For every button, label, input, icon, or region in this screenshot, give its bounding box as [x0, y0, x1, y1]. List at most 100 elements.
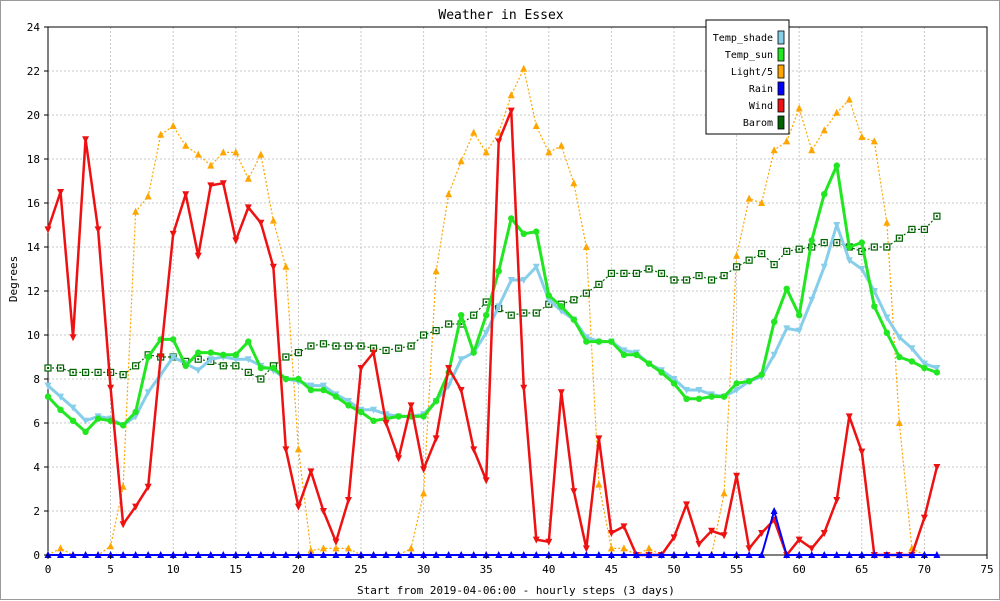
data-point-temp-sun — [420, 413, 427, 420]
data-point-rain — [395, 551, 403, 558]
data-point-wind — [745, 545, 753, 553]
data-point-temp-shade — [319, 382, 327, 390]
data-point-temp-sun — [558, 303, 565, 310]
data-point-temp-sun — [282, 375, 290, 383]
data-point-temp-sun — [345, 402, 352, 409]
x-tick-label: 0 — [45, 563, 52, 576]
data-point-temp-shade — [695, 387, 703, 394]
data-point-wind — [157, 354, 165, 361]
data-point-temp-shade — [144, 389, 152, 397]
data-point-temp-shade — [783, 325, 791, 333]
data-point-temp-sun — [733, 380, 740, 387]
legend: Temp_shade Temp_sun Light/5 Rain Wind Barom — [705, 19, 790, 135]
data-point-light-5 — [520, 64, 528, 72]
data-point-temp-sun — [220, 351, 227, 358]
data-point-rain — [783, 551, 791, 558]
x-tick-label: 55 — [730, 563, 743, 576]
data-point-rain — [758, 551, 766, 558]
legend-swatch — [777, 30, 785, 45]
x-tick-label: 35 — [480, 563, 493, 576]
data-point-light-5 — [269, 216, 277, 224]
data-point-light-5 — [344, 544, 352, 552]
legend-label: Light/5 — [731, 67, 773, 78]
x-tick-label: 70 — [918, 563, 931, 576]
data-point-rain — [119, 551, 127, 558]
data-point-light-5 — [420, 489, 428, 497]
data-point-wind — [269, 263, 277, 271]
data-point-rain — [332, 551, 340, 558]
data-point-light-5 — [795, 104, 803, 112]
data-point-rain — [545, 551, 553, 558]
data-point-wind — [482, 477, 490, 485]
data-point-wind — [833, 497, 841, 504]
data-point-wind — [219, 180, 227, 188]
data-point-light-5 — [169, 122, 177, 129]
x-tick-label: 75 — [980, 563, 993, 576]
data-point-temp-sun — [44, 393, 52, 400]
data-point-wind — [44, 226, 52, 234]
data-point-wind — [344, 497, 352, 504]
data-point-rain — [607, 551, 615, 558]
data-point-light-5 — [595, 480, 603, 488]
data-point-temp-sun — [270, 364, 277, 372]
data-point-rain — [845, 551, 853, 558]
data-point-wind — [144, 483, 152, 491]
data-point-temp-sun — [307, 386, 315, 394]
data-point-wind — [933, 464, 941, 471]
data-point-rain — [232, 551, 240, 558]
data-point-temp-sun — [57, 406, 64, 413]
data-point-temp-sun — [495, 268, 502, 275]
data-point-temp-shade — [933, 365, 941, 372]
axes-layer: 0 5 10 15 20 25 30 35 40 45 50 55 60 65 70 750246810121… — [27, 21, 994, 576]
data-point-rain — [132, 551, 140, 558]
data-point-temp-shade — [833, 222, 841, 229]
data-point-wind — [532, 536, 540, 544]
data-point-rain — [219, 551, 227, 558]
data-point-temp-shade — [820, 263, 828, 271]
data-point-wind — [382, 420, 390, 427]
data-point-temp-sun — [257, 364, 265, 372]
data-point-wind — [858, 448, 866, 456]
data-point-rain — [670, 551, 678, 558]
data-point-light-5 — [507, 91, 515, 99]
y-tick-label: 22 — [27, 65, 40, 78]
data-point-rain — [858, 551, 866, 558]
legend-swatch — [777, 81, 785, 96]
data-point-temp-sun — [683, 395, 690, 402]
data-point-rain — [294, 551, 302, 558]
data-point-temp-sun — [933, 369, 941, 376]
data-point-temp-shade — [532, 263, 540, 271]
data-point-light-5 — [758, 199, 766, 206]
data-point-temp-shade — [507, 277, 515, 284]
x-tick-label: 65 — [855, 563, 868, 576]
data-point-rain — [307, 551, 315, 558]
data-point-light-5 — [319, 544, 327, 552]
data-point-wind — [407, 402, 415, 410]
data-point-wind — [795, 536, 803, 544]
data-point-wind — [557, 389, 565, 397]
data-point-temp-sun — [708, 393, 715, 400]
data-point-temp-sun — [720, 393, 728, 400]
data-point-rain — [382, 551, 390, 558]
data-point-wind — [695, 541, 703, 548]
data-point-temp-shade — [457, 356, 465, 364]
data-point-temp-shade — [770, 351, 778, 359]
data-point-temp-shade — [169, 354, 177, 361]
y-tick-label: 4 — [33, 461, 40, 474]
data-point-rain — [94, 551, 102, 558]
data-point-temp-shade — [683, 387, 691, 394]
data-point-temp-sun — [745, 378, 753, 385]
data-point-wind — [820, 530, 828, 537]
legend-swatch — [777, 98, 785, 113]
data-point-rain — [470, 551, 478, 558]
data-point-rain — [520, 551, 528, 558]
data-point-temp-sun — [457, 312, 465, 319]
data-point-rain — [57, 551, 65, 558]
data-point-temp-shade — [620, 347, 628, 355]
data-point-light-5 — [294, 445, 302, 453]
data-point-temp-sun — [796, 312, 803, 319]
x-tick-label: 45 — [605, 563, 618, 576]
data-point-wind — [607, 530, 615, 537]
data-point-rain — [107, 551, 115, 558]
data-point-light-5 — [845, 95, 853, 103]
